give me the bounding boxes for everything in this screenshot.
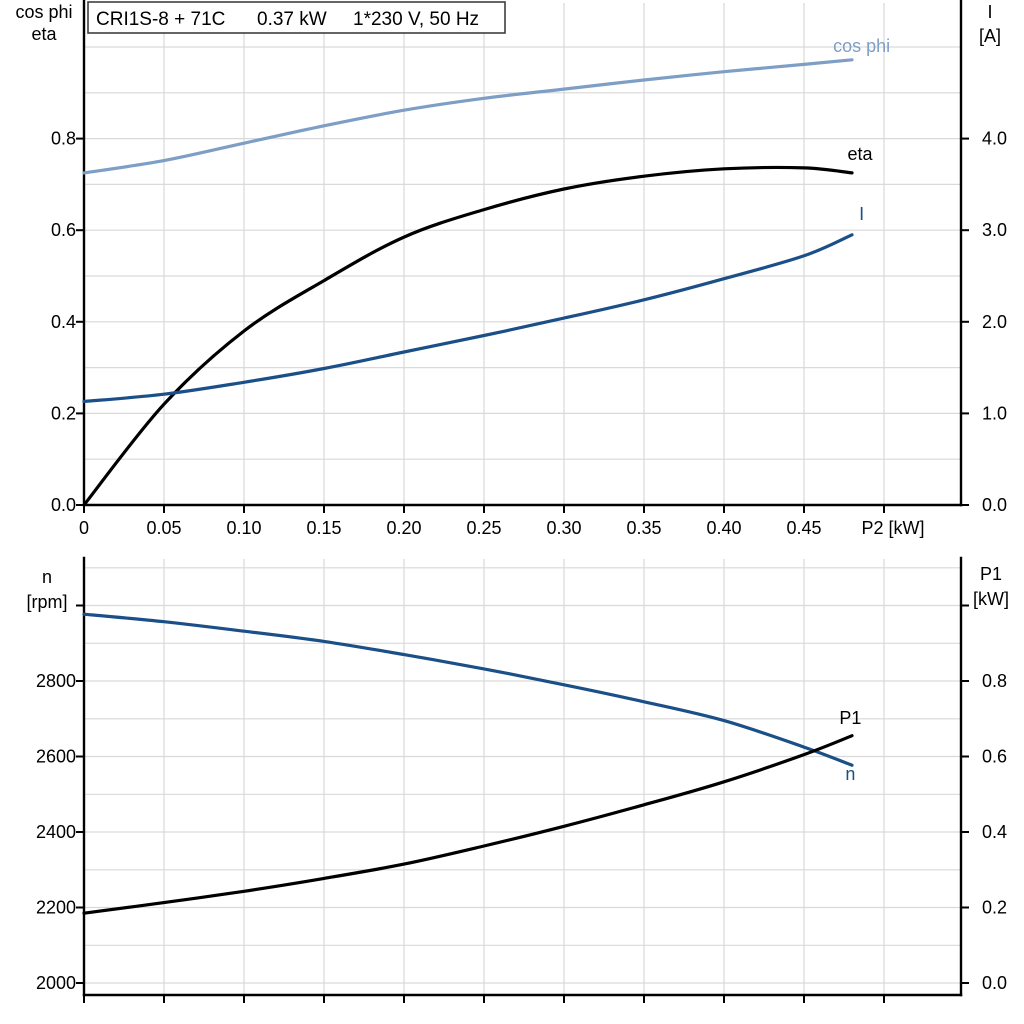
curve-eta bbox=[82, 165, 854, 507]
tick-label-left: 2600 bbox=[36, 747, 76, 767]
title-power: 0.37 kW bbox=[257, 9, 327, 30]
tick-label-right: 0.2 bbox=[982, 898, 1007, 918]
tick-label-x: 0.40 bbox=[706, 518, 741, 538]
top-plot: 0.0 0.2 0.4 0.6 0.8 0.0 1.0 2.0 3.0 4.0 0 0.05 0.10 0… bbox=[51, 0, 1007, 538]
curve-label-cos-phi: cos phi bbox=[833, 36, 890, 56]
tick-label-left: 2400 bbox=[36, 822, 76, 842]
tick-label-right: 0.0 bbox=[982, 973, 1007, 993]
curve-i bbox=[82, 233, 854, 404]
tick-label-x: 0.45 bbox=[786, 518, 821, 538]
tick-label-left: 0.0 bbox=[51, 495, 76, 515]
tick-label-left: 2000 bbox=[36, 973, 76, 993]
top-plot-curves: cos phi eta I bbox=[82, 36, 890, 507]
bottom-plot-gridlines bbox=[84, 559, 961, 995]
tick-label-right: 0.8 bbox=[982, 671, 1007, 691]
tick-label-x: 0 bbox=[79, 518, 89, 538]
curve-n bbox=[82, 612, 854, 767]
top-plot-axis-titles: cos phi eta I [A] bbox=[15, 2, 1001, 46]
tick-label-right: 1.0 bbox=[982, 403, 1007, 423]
tick-label-x: 0.25 bbox=[466, 518, 501, 538]
curve-label-n: n bbox=[845, 764, 855, 784]
title-supply: 1*230 V, 50 Hz bbox=[353, 9, 479, 30]
curve-label-p1: P1 bbox=[839, 708, 861, 728]
tick-label-left: 0.2 bbox=[51, 403, 76, 423]
tick-label-right: 0.4 bbox=[982, 822, 1007, 842]
bottom-left-axis-unit-rpm: [rpm] bbox=[26, 592, 67, 612]
tick-label-right: 3.0 bbox=[982, 220, 1007, 240]
tick-label-left: 2800 bbox=[36, 671, 76, 691]
tick-label-right: 0.0 bbox=[982, 495, 1007, 515]
title-model: CRI1S-8 + 71C bbox=[96, 9, 225, 30]
tick-label-x: 0.10 bbox=[226, 518, 261, 538]
tick-label-x: 0.15 bbox=[306, 518, 341, 538]
curve-label-i: I bbox=[859, 204, 864, 224]
tick-label-left: 0.8 bbox=[51, 129, 76, 149]
bottom-right-axis-label-p1: P1 bbox=[980, 564, 1002, 584]
x-axis-label: P2 [kW] bbox=[861, 518, 924, 538]
curve-p1 bbox=[82, 734, 854, 915]
top-plot-ticks: 0.0 0.2 0.4 0.6 0.8 0.0 1.0 2.0 3.0 4.0 0 0.05 0.10 0… bbox=[51, 129, 1007, 538]
tick-label-left: 2200 bbox=[36, 898, 76, 918]
top-plot-gridlines bbox=[84, 3, 961, 505]
tick-label-x: 0.35 bbox=[626, 518, 661, 538]
bottom-left-axis-label-n: n bbox=[42, 567, 52, 587]
bottom-plot-axes bbox=[82, 556, 963, 997]
bottom-plot-ticks: 2000 2200 2400 2600 2800 0.0 0.2 0.4 0.6 0.8 bbox=[36, 604, 1007, 1003]
tick-label-x: 0.20 bbox=[386, 518, 421, 538]
bottom-plot: 2000 2200 2400 2600 2800 0.0 0.2 0.4 0.6 0.8 n P1 bbox=[36, 556, 1007, 1003]
tick-label-right: 4.0 bbox=[982, 129, 1007, 149]
bottom-plot-axis-titles: n [rpm] P1 [kW] bbox=[26, 564, 1009, 612]
top-left-axis-label-cos-phi: cos phi bbox=[15, 2, 72, 22]
tick-label-x: 0.30 bbox=[546, 518, 581, 538]
top-right-axis-unit-amps: [A] bbox=[979, 26, 1001, 46]
top-left-axis-label-eta: eta bbox=[31, 24, 57, 44]
tick-label-right: 0.6 bbox=[982, 747, 1007, 767]
curve-label-eta: eta bbox=[847, 144, 873, 164]
tick-label-left: 0.4 bbox=[51, 312, 76, 332]
tick-label-left: 0.6 bbox=[51, 220, 76, 240]
tick-label-x: 0.05 bbox=[146, 518, 181, 538]
top-plot-axes bbox=[82, 0, 963, 507]
curve-cos-phi bbox=[82, 58, 854, 175]
top-right-axis-label-current: I bbox=[987, 2, 992, 22]
bottom-plot-curves: n P1 bbox=[82, 612, 861, 915]
tick-label-right: 2.0 bbox=[982, 312, 1007, 332]
title-box-frame bbox=[87, 1, 506, 34]
title-box: CRI1S-8 + 71C 0.37 kW 1*230 V, 50 Hz bbox=[87, 1, 506, 34]
bottom-right-axis-unit-kw: [kW] bbox=[973, 589, 1009, 609]
